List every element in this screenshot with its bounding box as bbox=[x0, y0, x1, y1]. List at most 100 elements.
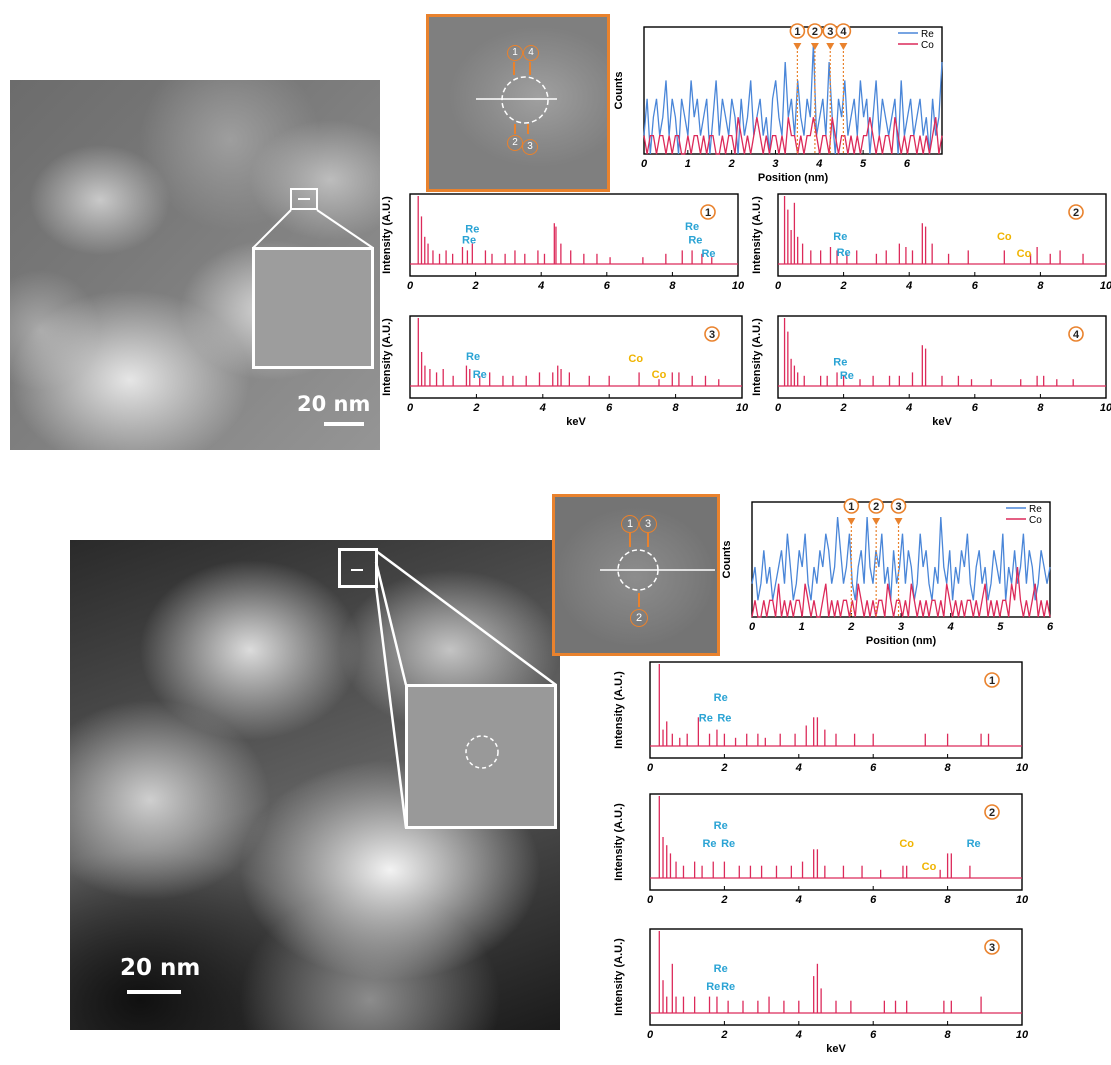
scale-bar-top bbox=[324, 422, 364, 426]
x-tick-label: 2 bbox=[472, 402, 479, 414]
marker-3-label: 3 bbox=[827, 26, 833, 38]
zoom-marker-top-3: 3 bbox=[522, 139, 538, 155]
plot-frame bbox=[409, 193, 739, 277]
x-tick-label: 0 bbox=[407, 402, 414, 414]
scale-bar-bottom bbox=[127, 990, 181, 994]
peak-label-co: Co bbox=[997, 231, 1012, 243]
marker-3-label: 3 bbox=[895, 501, 901, 513]
x-axis-label: keV bbox=[826, 1043, 846, 1055]
peak-label-co: Co bbox=[628, 353, 643, 365]
x-tick-label: 2 bbox=[720, 894, 727, 906]
x-tick-label: 10 bbox=[1016, 894, 1029, 906]
peak-label-re: Re bbox=[967, 838, 981, 850]
x-tick-label: 8 bbox=[1037, 280, 1044, 292]
y-axis-label: Intensity (A.U.) bbox=[613, 671, 625, 749]
x-tick-label: 8 bbox=[1037, 402, 1044, 414]
peak-label-re: Re bbox=[699, 712, 713, 724]
x-tick-label: 6 bbox=[1047, 621, 1054, 633]
x-tick-label: 4 bbox=[537, 280, 544, 292]
x-tick-label: 2 bbox=[728, 158, 735, 170]
legend-label-re: Re bbox=[1029, 504, 1042, 515]
zoom-marker-top-4: 4 bbox=[523, 45, 539, 61]
peak-label-re: Re bbox=[837, 247, 851, 259]
inset-magnified-bottom bbox=[405, 684, 557, 829]
chart-top-eds-2: 0 2 4 6 8 10 Intensity (A.U.) Re Re Co Co 2 bbox=[751, 193, 1111, 292]
zoom-overlay-top bbox=[476, 62, 557, 134]
x-tick-label: 2 bbox=[720, 762, 727, 774]
marker-1-label: 1 bbox=[794, 26, 800, 38]
spectrum-marker-label: 1 bbox=[705, 207, 711, 219]
series-line-co bbox=[751, 566, 1051, 618]
x-tick-label: 2 bbox=[720, 1029, 727, 1041]
marker-arrow-4 bbox=[839, 43, 848, 50]
x-tick-label: 0 bbox=[775, 402, 782, 414]
peak-label-co: Co bbox=[1017, 248, 1032, 260]
zoom-image-bottom: 1 3 2 bbox=[552, 494, 720, 656]
x-axis-label: keV bbox=[566, 416, 586, 428]
scale-label-top: 20 nm bbox=[297, 392, 371, 416]
peak-label-re: Re bbox=[462, 235, 476, 247]
zoom-marker-top-1: 1 bbox=[507, 45, 523, 61]
x-tick-label: 0 bbox=[775, 280, 782, 292]
x-tick-label: 0 bbox=[407, 280, 414, 292]
marker-3-circle bbox=[890, 498, 907, 514]
marker-arrow-2 bbox=[872, 518, 881, 525]
y-axis-label: Intensity (A.U.) bbox=[613, 803, 625, 881]
x-tick-label: 4 bbox=[947, 621, 954, 633]
x-tick-label: 3 bbox=[898, 621, 904, 633]
x-tick-label: 6 bbox=[972, 402, 979, 414]
spectrum-marker-circle bbox=[984, 804, 1000, 820]
spectrum-marker-label: 1 bbox=[989, 675, 995, 687]
x-tick-label: 2 bbox=[847, 621, 854, 633]
peak-label-re: Re bbox=[721, 981, 735, 993]
x-tick-label: 8 bbox=[945, 762, 952, 774]
plot-frame bbox=[649, 793, 1023, 891]
x-tick-label: 6 bbox=[604, 280, 611, 292]
y-axis-label: Intensity (A.U.) bbox=[751, 318, 763, 396]
x-tick-label: 4 bbox=[905, 402, 912, 414]
x-tick-label: 6 bbox=[870, 762, 877, 774]
peak-label-re: Re bbox=[840, 370, 854, 382]
x-tick-label: 10 bbox=[1100, 402, 1111, 414]
marker-1-circle bbox=[789, 23, 806, 39]
marker-arrow-1 bbox=[793, 43, 802, 50]
chart-bottom-eds-2: 0 2 4 6 8 10 Intensity (A.U.) Re Re Re Co Co Re 2 bbox=[613, 793, 1029, 906]
marker-1-label: 1 bbox=[848, 501, 854, 513]
peak-label-re: Re bbox=[706, 981, 720, 993]
zoom-overlay-bottom bbox=[600, 533, 715, 607]
spectrum-marker-label: 3 bbox=[989, 942, 995, 954]
x-tick-label: 10 bbox=[1100, 280, 1111, 292]
peak-label-re: Re bbox=[714, 963, 728, 975]
x-tick-label: 6 bbox=[870, 894, 877, 906]
zoom-marker-bottom-1: 1 bbox=[621, 515, 639, 533]
spectrum-marker-circle bbox=[984, 672, 1000, 688]
x-tick-label: 8 bbox=[673, 402, 680, 414]
spectrum-marker-circle bbox=[1068, 326, 1084, 342]
marker-2-circle bbox=[807, 23, 823, 39]
peak-label-re: Re bbox=[685, 221, 699, 233]
x-tick-label: 2 bbox=[472, 280, 479, 292]
spectrum-marker-label: 4 bbox=[1073, 329, 1080, 341]
legend-label-co: Co bbox=[1029, 515, 1042, 526]
scale-label-bottom: 20 nm bbox=[120, 955, 201, 981]
x-tick-label: 4 bbox=[795, 894, 802, 906]
x-tick-label: 0 bbox=[647, 894, 654, 906]
x-tick-label: 6 bbox=[972, 280, 979, 292]
inset-circle-bottom bbox=[465, 735, 499, 769]
spectrum-marker-circle bbox=[700, 204, 716, 220]
x-tick-label: 5 bbox=[860, 158, 867, 170]
series-line-re bbox=[643, 43, 943, 155]
x-tick-label: 6 bbox=[606, 402, 613, 414]
x-tick-label: 0 bbox=[647, 762, 654, 774]
spectrum-marker-circle bbox=[704, 326, 720, 342]
plot-frame bbox=[643, 26, 943, 155]
x-tick-label: 6 bbox=[870, 1029, 877, 1041]
peak-label-co: Co bbox=[922, 861, 937, 873]
spectrum-marker-circle bbox=[1068, 204, 1084, 220]
